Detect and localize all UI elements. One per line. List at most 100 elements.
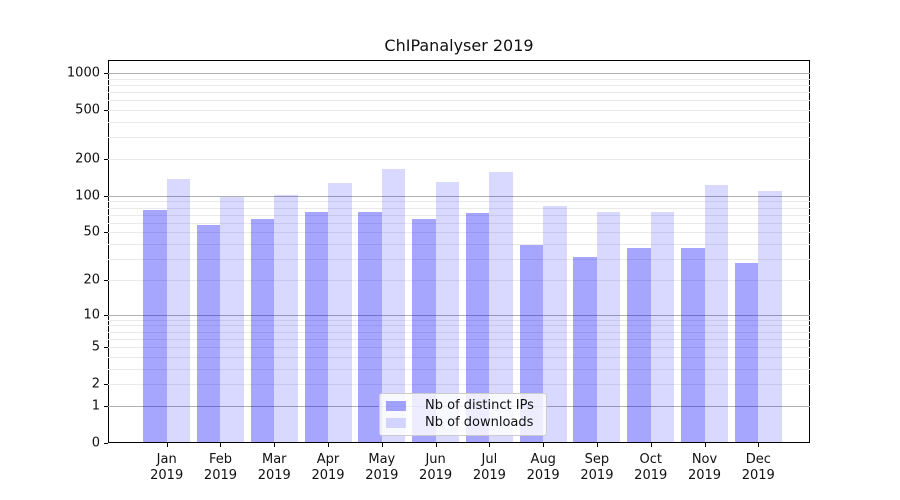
gridline-major-1000: [108, 73, 810, 74]
legend-label-downloads: Nb of downloads: [425, 415, 534, 430]
x-tick-apr: [328, 443, 330, 447]
bar-distinct-ips-apr: [304, 211, 329, 442]
x-tick-label-nov: Nov 2019: [687, 452, 722, 483]
x-tick-may: [381, 443, 383, 447]
y-tick-label-50: 50: [83, 224, 100, 240]
y-tick-label-1: 1: [91, 398, 100, 414]
legend-item-downloads: Nb of downloads: [386, 414, 546, 431]
gridline-minor-50: [108, 232, 810, 234]
legend: Nb of distinct IPs Nb of downloads: [379, 393, 547, 436]
bar-distinct-ips-aug: [519, 245, 544, 442]
gridline-minor-9: [108, 319, 810, 321]
y-tick-50: [104, 232, 108, 234]
gridline-minor-200: [108, 158, 810, 160]
x-tick-nov: [704, 443, 706, 447]
x-tick-dec: [758, 443, 760, 447]
gridline-minor-5: [108, 347, 810, 349]
y-tick-label-5: 5: [91, 339, 100, 355]
bar-distinct-ips-jun: [412, 218, 436, 442]
y-tick-1: [104, 405, 108, 407]
y-tick-label-500: 500: [75, 102, 100, 118]
x-tick-label-apr: Apr 2019: [311, 452, 345, 483]
bar-downloads-aug: [543, 206, 567, 442]
gridline-minor-6: [108, 338, 810, 340]
legend-item-distinct-ips: Nb of distinct IPs: [386, 397, 546, 414]
y-tick-2: [104, 384, 108, 386]
legend-label-distinct-ips: Nb of distinct IPs: [425, 398, 534, 413]
bar-distinct-ips-jul: [465, 213, 490, 442]
x-tick-oct: [650, 443, 652, 447]
gridline-minor-7: [108, 331, 810, 333]
bar-downloads-feb: [220, 197, 244, 442]
bar-downloads-jan: [166, 179, 191, 442]
bar-distinct-ips-mar: [250, 218, 275, 442]
y-tick-label-20: 20: [83, 272, 100, 288]
x-tick-label-jul: Jul 2019: [472, 452, 506, 483]
bar-downloads-sep: [596, 211, 621, 442]
x-tick-label-jun: Jun 2019: [419, 452, 453, 483]
gridline-minor-700: [108, 92, 810, 94]
gridline-minor-4: [108, 356, 810, 358]
y-tick-500: [104, 110, 108, 112]
gridline-minor-800: [108, 84, 810, 86]
gridline-minor-500: [108, 110, 810, 112]
bar-downloads-oct: [650, 212, 675, 442]
gridline-minor-3: [108, 368, 810, 370]
x-tick-label-feb: Feb 2019: [203, 452, 238, 483]
gridline-major-10: [108, 314, 810, 316]
y-tick-0: [104, 443, 108, 444]
gridline-minor-80: [108, 207, 810, 209]
x-tick-label-may: May 2019: [365, 452, 399, 483]
y-tick-label-10: 10: [83, 307, 100, 323]
gridline-major-100: [108, 195, 810, 197]
x-tick-label-dec: Dec 2019: [741, 452, 775, 483]
y-tick-100: [104, 195, 108, 197]
y-tick-5: [104, 347, 108, 349]
y-tick-label-100: 100: [75, 188, 100, 204]
gridline-minor-400: [108, 121, 810, 123]
x-tick-jan: [166, 443, 168, 447]
x-tick-aug: [543, 443, 545, 447]
x-tick-label-mar: Mar 2019: [257, 452, 291, 483]
plot-area: [108, 60, 810, 443]
bar-downloads-mar: [274, 194, 298, 442]
x-tick-label-sep: Sep 2019: [580, 452, 614, 483]
bar-downloads-nov: [704, 185, 728, 442]
x-tick-jun: [435, 443, 437, 447]
gridline-minor-8: [108, 325, 810, 327]
y-tick-label-1000: 1000: [66, 65, 100, 81]
x-tick-label-oct: Oct 2019: [634, 452, 668, 483]
gridline-minor-60: [108, 222, 810, 224]
gridline-minor-900: [108, 78, 810, 80]
x-tick-mar: [274, 443, 276, 447]
bar-distinct-ips-may: [358, 211, 382, 442]
x-tick-feb: [220, 443, 222, 447]
bar-downloads-jun: [435, 181, 460, 442]
legend-swatch-downloads: [386, 417, 406, 428]
bar-downloads-apr: [328, 183, 352, 442]
gridline-minor-2: [108, 384, 810, 386]
bar-distinct-ips-feb: [196, 224, 221, 442]
y-tick-label-200: 200: [75, 151, 100, 167]
gridline-minor-90: [108, 201, 810, 203]
y-tick-1000: [104, 73, 108, 74]
bar-distinct-ips-oct: [627, 248, 651, 442]
bar-distinct-ips-dec: [734, 262, 759, 442]
bar-distinct-ips-jan: [143, 209, 167, 442]
y-tick-10: [104, 314, 108, 316]
gridline-minor-600: [108, 100, 810, 102]
bar-downloads-may: [381, 168, 406, 442]
x-tick-label-aug: Aug 2019: [526, 452, 560, 483]
chart-title: ChIPanalyser 2019: [384, 36, 534, 55]
x-tick-label-jan: Jan 2019: [150, 452, 184, 483]
gridline-minor-20: [108, 279, 810, 281]
gridline-minor-300: [108, 137, 810, 139]
y-tick-label-2: 2: [91, 376, 100, 392]
x-tick-jul: [489, 443, 491, 447]
bar-distinct-ips-nov: [681, 248, 705, 442]
x-tick-sep: [596, 443, 598, 447]
legend-swatch-distinct-ips: [386, 400, 406, 411]
y-tick-200: [104, 158, 108, 160]
y-tick-label-0: 0: [91, 435, 100, 451]
bar-downloads-jul: [489, 171, 513, 442]
